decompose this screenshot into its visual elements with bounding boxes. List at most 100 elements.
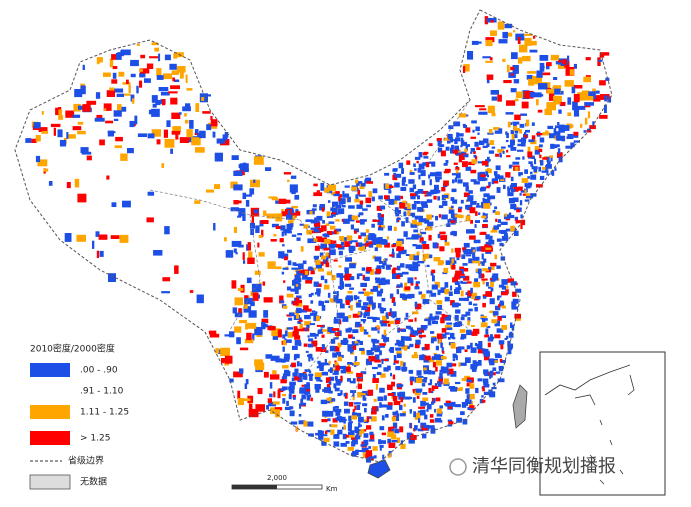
patch <box>580 123 583 128</box>
patch <box>117 52 124 57</box>
patch <box>94 117 105 122</box>
patch <box>343 218 350 224</box>
patch <box>278 198 287 204</box>
patch <box>364 291 370 296</box>
patch <box>179 112 182 115</box>
patch <box>442 200 448 206</box>
patch <box>199 130 206 139</box>
patch <box>392 168 398 172</box>
patch <box>244 338 254 344</box>
patch <box>287 179 290 182</box>
patch <box>462 247 466 250</box>
patch <box>237 287 244 291</box>
patch <box>486 143 490 147</box>
patch <box>358 416 364 423</box>
patch <box>448 406 452 409</box>
patch <box>457 208 462 213</box>
patch <box>237 390 241 400</box>
patch <box>313 183 318 187</box>
patch <box>151 129 161 137</box>
patch <box>567 55 570 62</box>
patch <box>35 135 41 142</box>
patch <box>496 187 501 193</box>
patch <box>557 63 565 69</box>
patch <box>254 270 261 275</box>
patch <box>458 206 463 209</box>
patch <box>494 254 498 260</box>
patch <box>377 227 384 231</box>
patch <box>445 400 451 405</box>
patch <box>215 348 220 354</box>
patch <box>438 339 442 344</box>
patch <box>564 80 574 87</box>
inset-frame <box>539 351 666 496</box>
patch <box>304 384 310 390</box>
patch <box>161 163 165 168</box>
patch <box>252 292 259 301</box>
patch <box>189 290 194 293</box>
patch <box>361 267 365 271</box>
patch <box>288 393 292 400</box>
patch <box>286 339 292 343</box>
patch <box>151 95 158 103</box>
patch <box>395 320 400 325</box>
patch <box>221 358 228 364</box>
patch <box>119 234 129 243</box>
patch <box>391 440 398 443</box>
patch <box>352 313 360 318</box>
patch <box>323 225 327 232</box>
patch <box>405 217 409 223</box>
patch <box>565 145 573 149</box>
patch <box>414 215 421 220</box>
patch <box>445 146 450 151</box>
patch <box>497 224 501 227</box>
patch <box>348 415 352 421</box>
patch <box>465 166 472 171</box>
patch <box>417 327 421 332</box>
patch <box>321 434 328 437</box>
patch <box>345 328 351 333</box>
patch <box>298 414 302 417</box>
patch <box>508 198 515 204</box>
patch <box>419 379 426 383</box>
patch <box>174 79 180 82</box>
patch <box>490 30 497 36</box>
patch <box>298 263 304 270</box>
patch <box>369 456 376 459</box>
patch <box>505 131 508 135</box>
patch <box>485 37 495 43</box>
patch <box>388 442 396 448</box>
patch <box>504 23 513 29</box>
patch <box>575 105 586 110</box>
patch <box>202 94 211 97</box>
patch <box>519 129 522 134</box>
patch <box>497 378 505 383</box>
patch <box>501 146 506 149</box>
patch <box>249 403 253 410</box>
patch <box>434 383 437 388</box>
patch <box>456 169 459 174</box>
patch <box>423 367 427 372</box>
patch <box>282 244 285 247</box>
patch <box>292 396 296 400</box>
patch <box>382 315 388 321</box>
patch <box>433 189 437 194</box>
legend: .00 - .90.91 - 1.101.11 - 1.25> 1.25 <box>30 363 129 445</box>
patch <box>179 137 189 143</box>
patch <box>450 220 455 224</box>
patch <box>555 61 564 65</box>
patch <box>213 223 216 231</box>
patch <box>246 332 252 341</box>
patch <box>284 330 288 337</box>
patch <box>515 157 521 160</box>
patch <box>282 340 287 346</box>
patch <box>53 127 56 136</box>
patch <box>270 355 280 361</box>
patch <box>372 237 379 242</box>
patch <box>348 246 356 251</box>
patch <box>146 63 154 69</box>
patch <box>156 139 161 145</box>
patch <box>428 234 432 241</box>
patch <box>549 155 553 158</box>
patch <box>426 404 432 410</box>
